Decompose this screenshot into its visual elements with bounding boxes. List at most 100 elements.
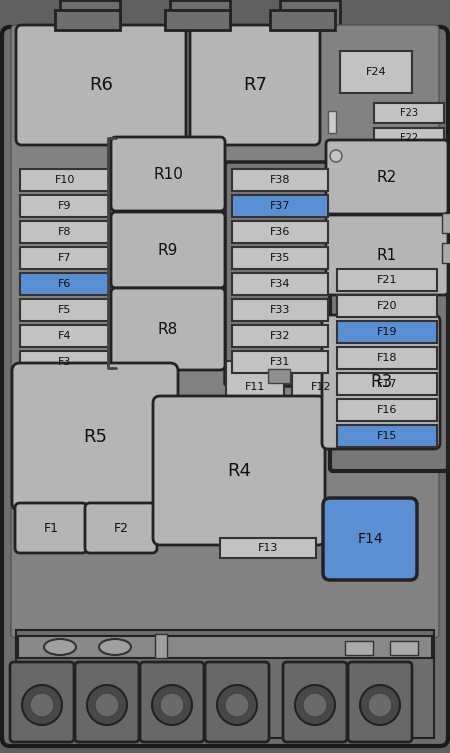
Bar [268, 369, 290, 383]
Bar [345, 641, 373, 655]
Circle shape [87, 685, 127, 725]
FancyBboxPatch shape [330, 265, 448, 471]
Text: F7: F7 [58, 253, 72, 263]
FancyBboxPatch shape [283, 662, 347, 742]
Text: R4: R4 [227, 462, 251, 480]
Text: F24: F24 [366, 67, 386, 77]
Circle shape [225, 693, 249, 717]
Text: F36: F36 [270, 227, 290, 237]
Bar [337, 347, 437, 369]
Bar [337, 269, 437, 291]
Bar [232, 195, 328, 217]
Circle shape [303, 693, 327, 717]
Bar [20, 221, 110, 243]
Bar [232, 325, 328, 347]
Bar [20, 351, 110, 373]
Text: F17: F17 [377, 379, 397, 389]
Text: F1: F1 [44, 522, 58, 535]
Bar [280, 0, 340, 28]
Ellipse shape [44, 639, 76, 655]
Circle shape [152, 685, 192, 725]
Text: F4: F4 [58, 331, 72, 341]
Bar [328, 111, 336, 133]
Bar [232, 351, 328, 373]
Bar [155, 634, 167, 658]
Bar [232, 247, 328, 269]
Bar [442, 213, 450, 233]
FancyBboxPatch shape [12, 363, 178, 511]
Bar [226, 361, 284, 413]
Text: F35: F35 [270, 253, 290, 263]
Circle shape [330, 150, 342, 162]
FancyBboxPatch shape [111, 137, 225, 211]
Bar [20, 195, 110, 217]
Text: F6: F6 [58, 279, 72, 289]
Bar [20, 169, 110, 191]
Text: R1: R1 [377, 248, 397, 263]
Bar [20, 325, 110, 347]
Bar [292, 361, 350, 413]
Text: F5: F5 [58, 305, 72, 315]
Bar [20, 247, 110, 269]
Text: F34: F34 [270, 279, 290, 289]
Text: F9: F9 [58, 201, 72, 211]
Bar [16, 630, 434, 738]
Text: F15: F15 [377, 431, 397, 441]
FancyBboxPatch shape [322, 315, 440, 449]
FancyBboxPatch shape [85, 503, 157, 553]
Bar [232, 221, 328, 243]
Text: F10: F10 [55, 175, 75, 185]
FancyBboxPatch shape [11, 25, 439, 638]
Text: F18: F18 [377, 353, 397, 363]
Text: F20: F20 [377, 301, 397, 311]
Text: F13: F13 [258, 543, 278, 553]
Text: F21: F21 [377, 275, 397, 285]
Text: F2: F2 [113, 522, 129, 535]
Text: R5: R5 [83, 428, 107, 446]
Text: R8: R8 [158, 322, 178, 337]
Bar [340, 51, 412, 93]
FancyBboxPatch shape [111, 212, 225, 288]
FancyBboxPatch shape [326, 140, 448, 214]
FancyBboxPatch shape [111, 288, 225, 370]
Text: R9: R9 [158, 242, 178, 258]
Bar [20, 299, 110, 321]
Text: F12: F12 [311, 382, 331, 392]
Text: F8: F8 [58, 227, 72, 237]
Text: F22: F22 [400, 133, 418, 143]
FancyBboxPatch shape [16, 25, 186, 145]
Bar [232, 273, 328, 295]
Text: F14: F14 [357, 532, 383, 546]
FancyBboxPatch shape [205, 662, 269, 742]
Circle shape [30, 693, 54, 717]
Bar [374, 128, 444, 148]
FancyBboxPatch shape [153, 396, 325, 545]
Text: F16: F16 [377, 405, 397, 415]
Bar [232, 299, 328, 321]
Circle shape [22, 685, 62, 725]
Text: F33: F33 [270, 305, 290, 315]
FancyBboxPatch shape [2, 27, 448, 746]
FancyBboxPatch shape [10, 662, 74, 742]
Circle shape [368, 693, 392, 717]
FancyBboxPatch shape [190, 25, 320, 145]
FancyBboxPatch shape [75, 662, 139, 742]
Text: R6: R6 [89, 76, 113, 94]
Bar [60, 0, 120, 28]
Bar [442, 243, 450, 263]
FancyBboxPatch shape [225, 162, 335, 386]
Circle shape [295, 685, 335, 725]
Bar [337, 425, 437, 447]
Bar [337, 399, 437, 421]
Bar [270, 10, 335, 30]
Bar [337, 295, 437, 317]
Text: F32: F32 [270, 331, 290, 341]
Text: F3: F3 [58, 357, 72, 367]
FancyBboxPatch shape [326, 215, 448, 295]
Text: F38: F38 [270, 175, 290, 185]
Text: R10: R10 [153, 166, 183, 181]
Text: F19: F19 [377, 327, 397, 337]
FancyBboxPatch shape [348, 662, 412, 742]
Text: F31: F31 [270, 357, 290, 367]
Bar [165, 10, 230, 30]
